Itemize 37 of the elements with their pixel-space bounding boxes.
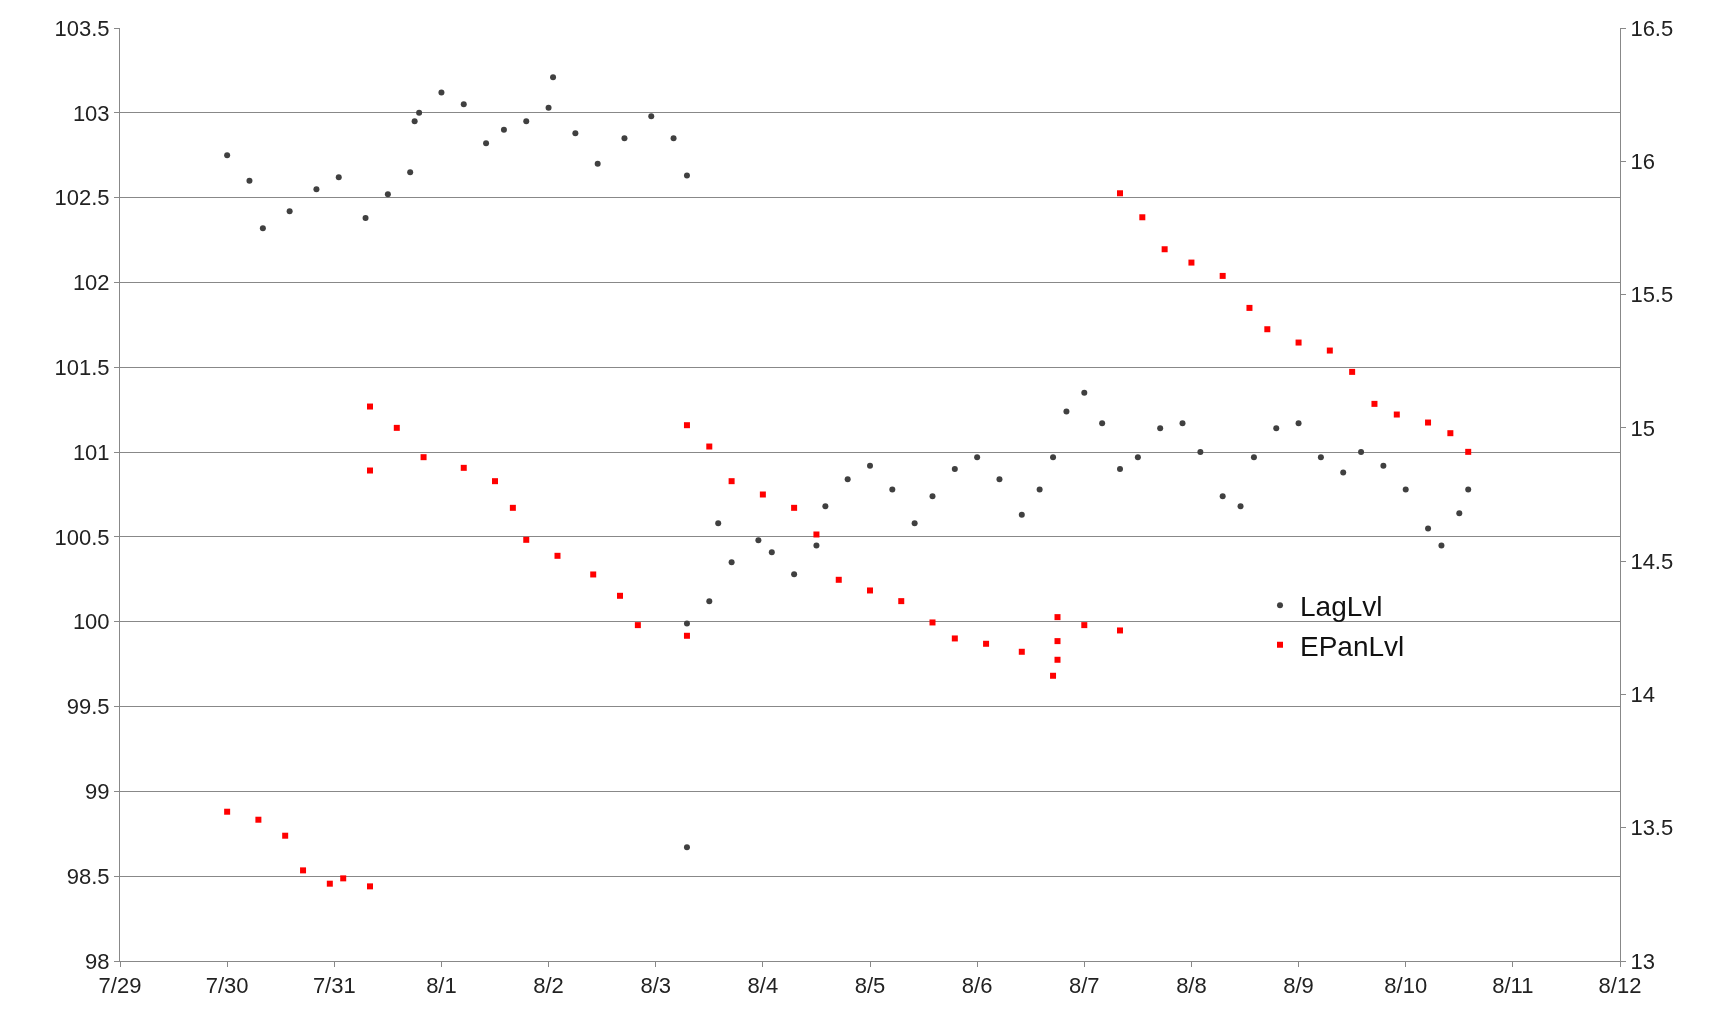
y-tick-label: 103.5	[54, 15, 110, 41]
y2-tick-label: 13	[1630, 948, 1655, 974]
y2-tick-label: 15	[1630, 415, 1655, 441]
y2-tick-label: 14	[1630, 682, 1655, 708]
legend-label: EPanLvl	[1300, 630, 1405, 662]
x-tick-label: 7/29	[98, 973, 142, 999]
y-tick-label: 99.5	[66, 694, 110, 720]
y2-tick-label: 13.5	[1630, 815, 1674, 841]
y-tick-label: 98.5	[66, 863, 110, 889]
x-tick-label: 8/2	[533, 973, 564, 999]
y-tick-label: 102	[72, 270, 110, 296]
x-tick-label: 8/7	[1068, 973, 1100, 999]
x-tick-label: 8/1	[426, 973, 457, 999]
y-tick-label: 98	[85, 948, 110, 974]
x-tick-label: 8/8	[1176, 973, 1207, 999]
x-tick-label: 7/30	[205, 973, 249, 999]
y2-tick-label: 15.5	[1630, 282, 1674, 308]
y2-tick-label: 16.5	[1630, 15, 1674, 41]
y2-tick-label: 14.5	[1630, 548, 1674, 574]
x-tick-label: 8/3	[640, 973, 672, 999]
x-tick-label: 8/12	[1598, 973, 1642, 999]
y2-tick-label: 16	[1630, 148, 1655, 174]
x-tick-label: 8/4	[747, 973, 779, 999]
y-tick-label: 100.5	[54, 524, 110, 550]
y-tick-label: 102.5	[54, 185, 110, 211]
x-tick-label: 8/10	[1384, 973, 1428, 999]
x-tick-label: 8/11	[1492, 973, 1534, 999]
y-tick-label: 99	[85, 779, 110, 805]
y-tick-label: 101	[72, 439, 110, 465]
x-tick-label: 8/5	[854, 973, 886, 999]
y-tick-label: 101.5	[54, 354, 110, 380]
y-tick-label: 103	[72, 100, 110, 126]
x-tick-label: 8/6	[961, 973, 993, 999]
x-tick-label: 8/9	[1283, 973, 1314, 999]
x-tick-label: 7/31	[312, 973, 356, 999]
y-tick-label: 100	[72, 609, 110, 635]
legend-label: LagLvl	[1300, 591, 1383, 623]
